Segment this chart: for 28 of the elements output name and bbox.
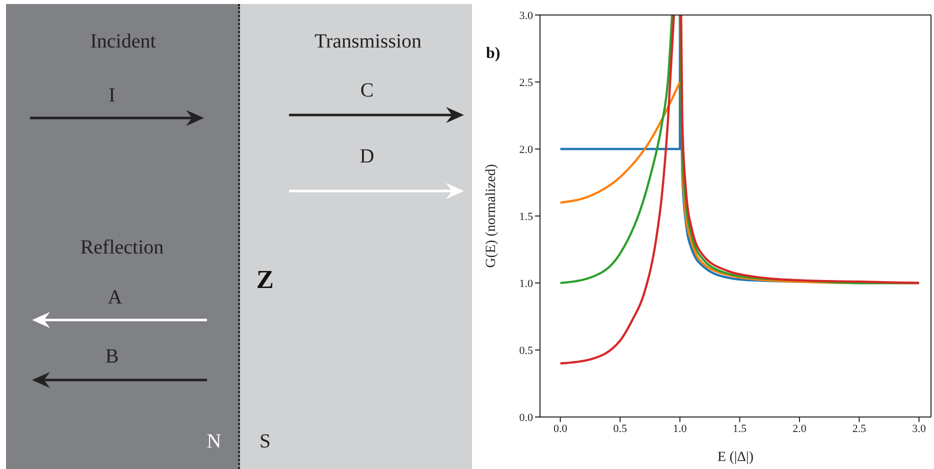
y-tick-label: 1.0 (519, 278, 534, 290)
y-axis-title: G(E) (normalized) (484, 164, 499, 268)
text: B (105, 346, 119, 368)
text: b) (486, 45, 500, 63)
y-tick-label: 3.0 (519, 10, 534, 22)
text: N (206, 430, 222, 454)
x-tick-label: 2.0 (792, 422, 807, 435)
x-axis-title: E (|Δ|) (718, 450, 754, 465)
x-tick-label: 3.0 (912, 422, 926, 435)
y-tick-label: 2.0 (519, 144, 534, 156)
text: S (259, 430, 271, 454)
y-tick-label: 0.0 (519, 412, 534, 424)
text: C (360, 80, 374, 102)
text: Z (256, 265, 274, 295)
text: D (360, 146, 374, 168)
text: Incident (90, 30, 156, 54)
text: Reflection (80, 236, 164, 260)
y-tick-label: 2.5 (519, 76, 534, 89)
x-tick-label: 2.5 (852, 422, 867, 435)
x-tick-label: 0.0 (553, 422, 568, 435)
x-tick-label: 1.5 (732, 422, 748, 435)
text: Transmission (314, 30, 422, 54)
text: A (108, 286, 122, 310)
x-tick-label: 1.0 (673, 422, 688, 435)
y-tick-label: 1.5 (519, 210, 534, 223)
y-tick-label: 0.5 (519, 344, 534, 357)
text: I (108, 84, 116, 108)
x-tick-label: 0.5 (613, 422, 628, 435)
